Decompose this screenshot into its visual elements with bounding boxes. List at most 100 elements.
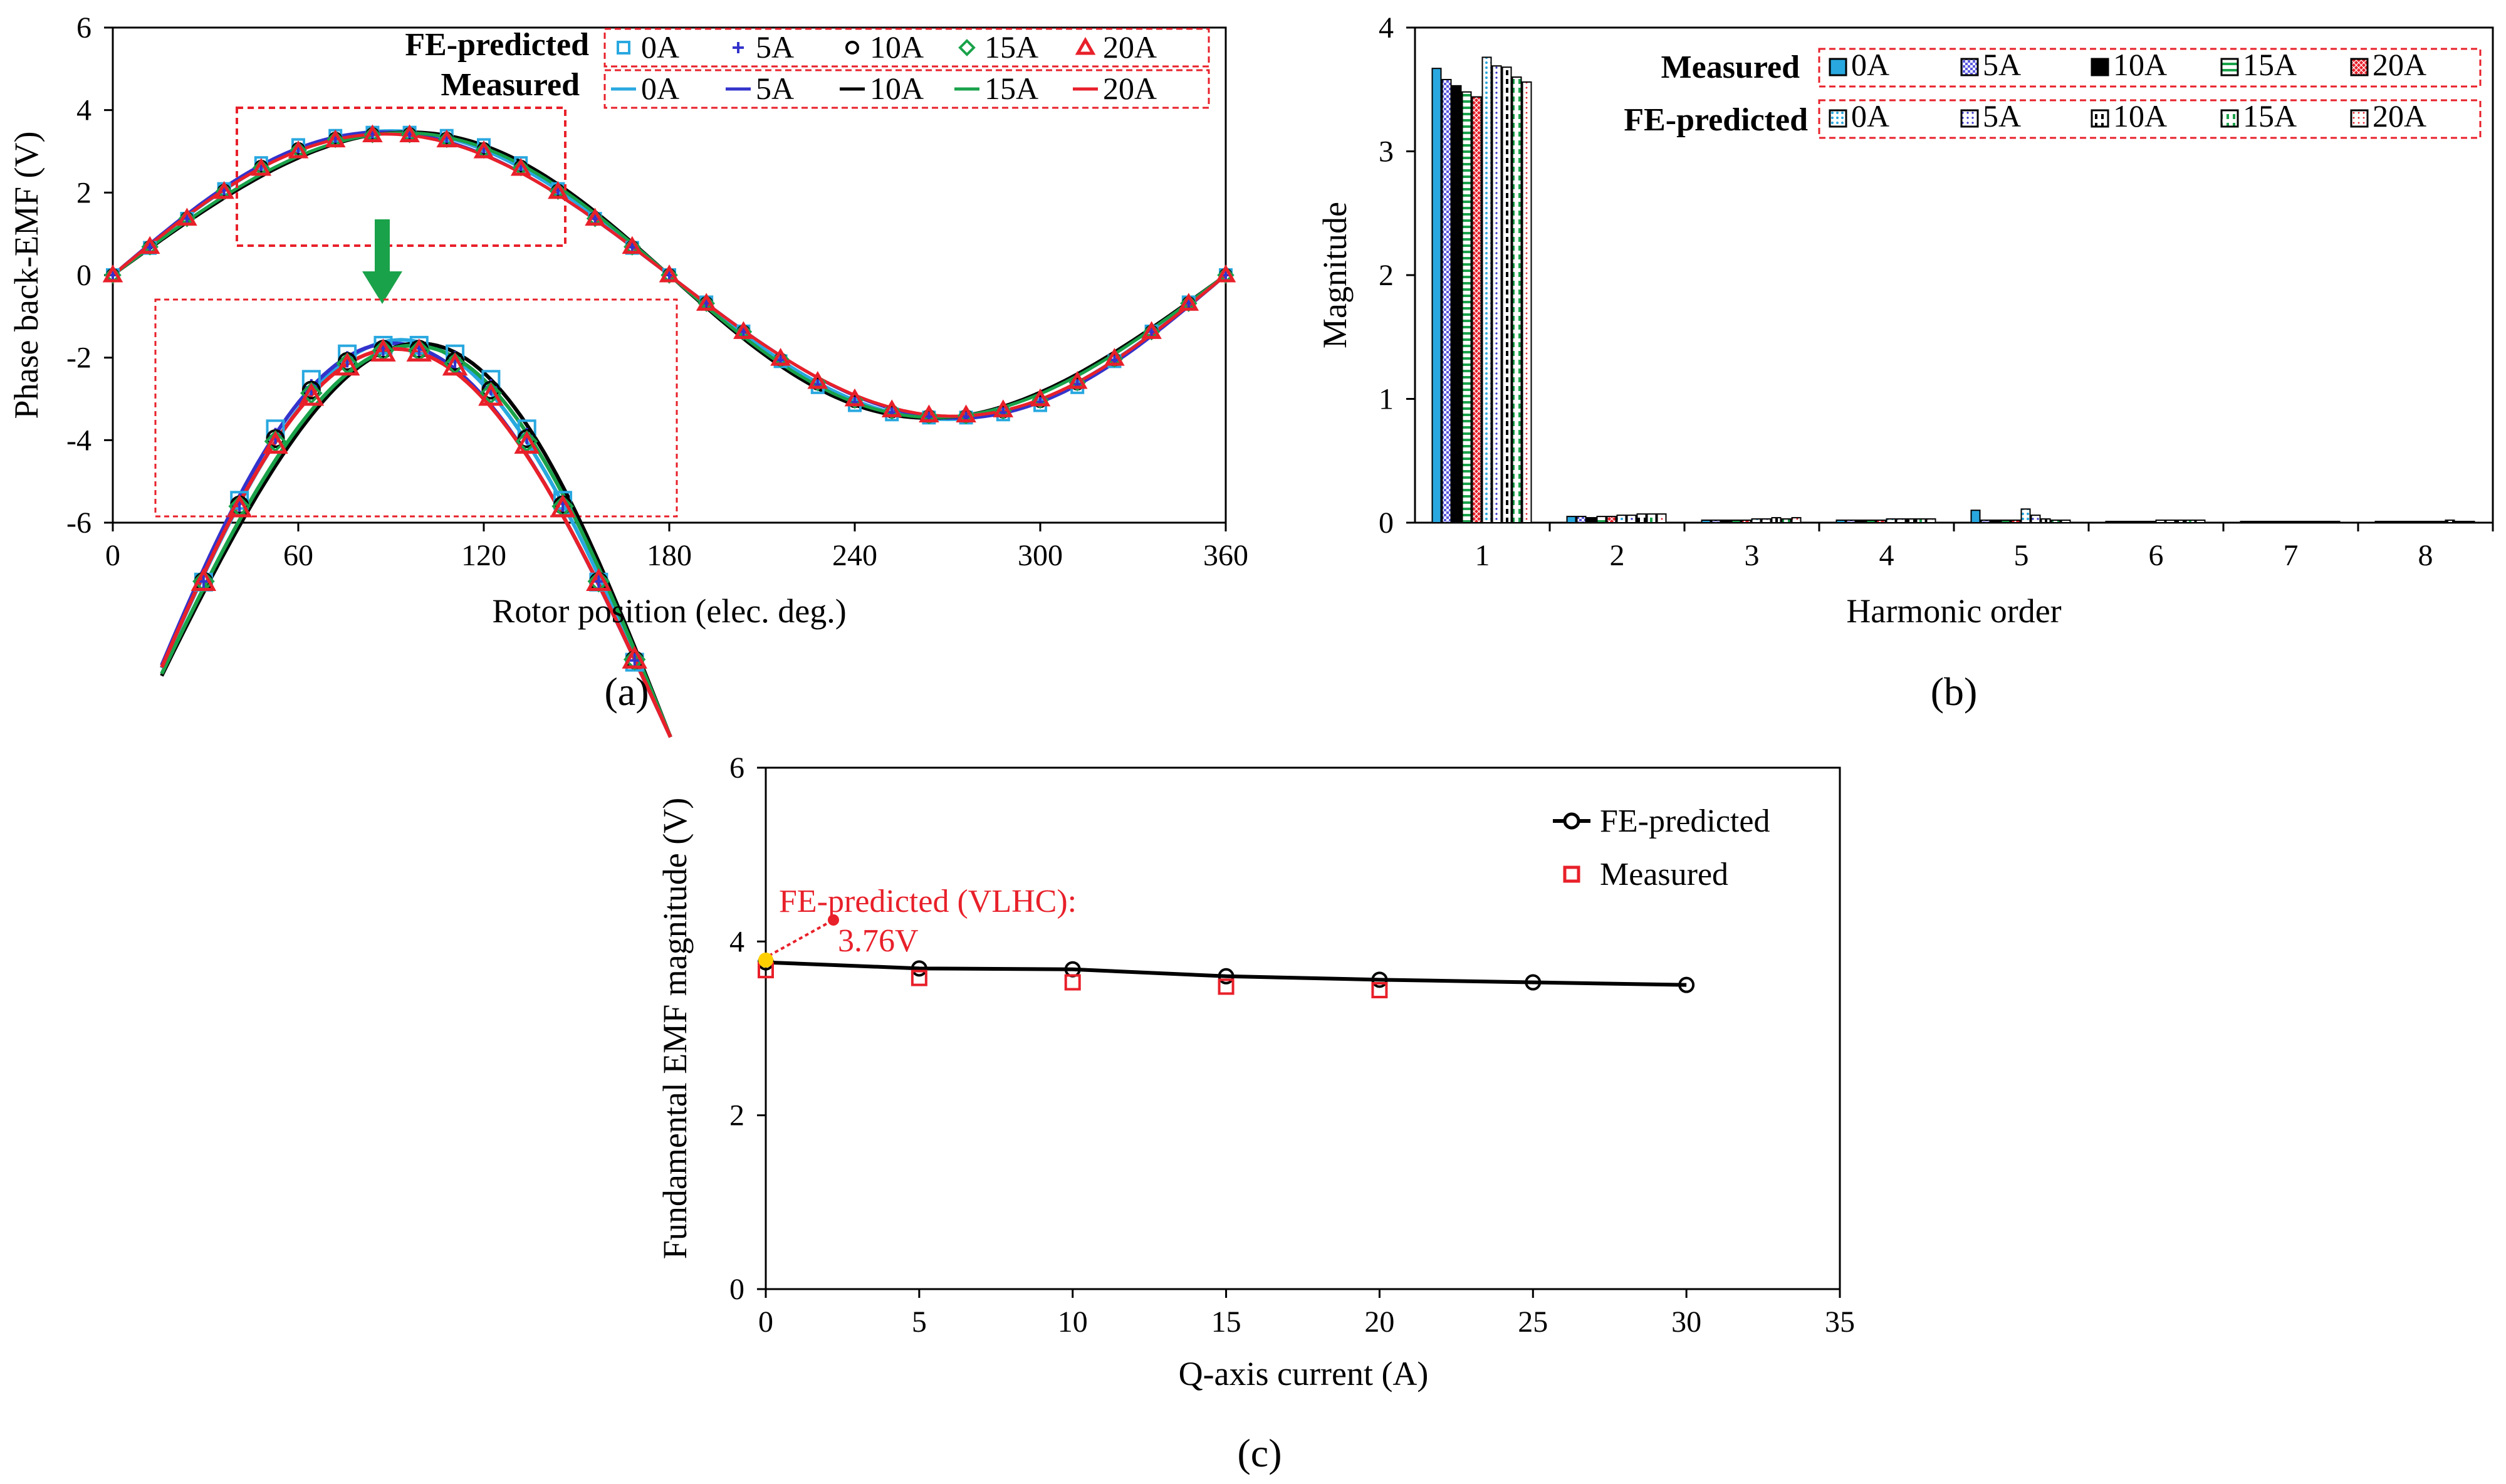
chart-a-ytick-label: -6	[66, 506, 91, 540]
chart-c-annotation-dot	[828, 914, 839, 926]
chart-b-legend-fe-title: FE-predicted	[1624, 102, 1808, 138]
chart-a-fe-point-20A	[956, 404, 976, 423]
chart-c-fe-point	[1218, 968, 1235, 985]
chart-a-inset-line-20A	[160, 347, 672, 738]
chart-c-ytick-label: 2	[729, 1099, 744, 1132]
chart-a-inset-line-5A	[160, 341, 672, 738]
chart-c-xtick-label: 30	[1671, 1305, 1701, 1339]
chart-b-legend-swatch-Measured-15A	[2220, 58, 2239, 76]
chart-a-ytick-label: 4	[76, 94, 91, 127]
chart-a-legend-measured-label-0A: 0A	[641, 71, 679, 106]
chart-b-legend-swatch-Measured-20A	[2350, 58, 2369, 76]
chart-a-inset-point-20A	[514, 431, 540, 454]
chart-a-legend-fe-marker-5A	[733, 42, 744, 53]
chart-c-plot-area	[765, 766, 1841, 1290]
chart-b-bar-FE-predicted-10A-h1	[1501, 66, 1512, 523]
chart-c-legend-measured: Measured	[1600, 857, 1728, 892]
chart-b-bar-FE-predicted-0A-h6	[2155, 520, 2166, 523]
chart-b-bar-Measured-20A-h7	[2280, 521, 2290, 524]
chart-b-bar-FE-predicted-5A-h6	[2165, 520, 2176, 523]
chart-b-xtick-label: 4	[1879, 539, 1894, 572]
chart-b-bar-Measured-10A-h8	[2394, 521, 2405, 524]
chart-a-legend-measured-title: Measured	[441, 67, 580, 103]
chart-c-xtick-label: 35	[1825, 1305, 1855, 1339]
chart-a-fe-point-20A	[993, 399, 1014, 417]
chart-b-bar-FE-predicted-10A-h7	[2310, 521, 2321, 524]
chart-b-xtick-label: 2	[1610, 539, 1625, 572]
chart-c-xtick-label: 25	[1518, 1305, 1548, 1339]
chart-b-bar-FE-predicted-0A-h2	[1616, 515, 1627, 524]
chart-b-bar-FE-predicted-15A-h1	[1511, 76, 1522, 523]
chart-a-inset-point-20A	[226, 494, 253, 518]
chart-a-inset-point-15A	[300, 382, 323, 405]
chart-a-fe-point-20A	[251, 157, 272, 176]
chart-a-legend: FE-predicted Measured 0A 5A 10A 15A 20A 0A 5A 1…	[405, 27, 1210, 109]
chart-a-xtick-label: 240	[832, 539, 877, 572]
chart-a-xtick-label: 300	[1018, 539, 1063, 572]
chart-b-bar-FE-predicted-0A-h8	[2425, 521, 2435, 524]
chart-c-fe-point	[911, 960, 927, 977]
chart-a-fe-point-20A	[1067, 370, 1088, 389]
chart-b-legend-swatch-Measured-10A	[2091, 58, 2109, 76]
chart-a-legend-fe-title: FE-predicted	[405, 27, 589, 63]
chart-b-bar-Measured-5A-h8	[2384, 521, 2395, 524]
chart-a-xtick-label: 120	[461, 539, 506, 572]
chart-b-legend-swatch-FE-predicted-5A	[1960, 109, 1979, 128]
chart-a-inset-point-20A	[550, 494, 576, 518]
chart-a-inset-point-15A	[479, 382, 503, 405]
chart-b-bar-FE-predicted-20A-h1	[1522, 81, 1532, 523]
panel-label-c: (c)	[1237, 1431, 1282, 1475]
chart-a-legend-fe-label-0A: 0A	[641, 29, 679, 65]
chart-b-bar-Measured-0A-h4	[1835, 520, 1846, 523]
chart-b-bar-FE-predicted-0A-h3	[1751, 518, 1762, 524]
chart-b-bar-Measured-10A-h4	[1856, 520, 1866, 523]
chart-a-inset-point-20A	[478, 382, 504, 406]
chart-a-fe-point-20A	[102, 264, 123, 283]
chart-a-inset-point-20A	[298, 382, 325, 406]
chart-b-bar-FE-predicted-15A-h5	[2050, 520, 2061, 523]
chart-c-annotation-highlight	[758, 953, 773, 968]
chart-b-legend-label-Measured-10A: 10A	[2113, 47, 2167, 82]
chart-b-legend-swatch-Measured-0A	[1829, 58, 1847, 76]
chart-b-bar-Measured-20A-h4	[1876, 520, 1886, 523]
chart-b-bar-Measured-10A-h7	[2260, 521, 2270, 524]
chart-b-bar-Measured-10A-h5	[1990, 520, 2001, 523]
chart-b-bar-Measured-0A-h1	[1431, 68, 1442, 524]
chart-a-fe-point-20A	[919, 404, 939, 423]
chart-a-ytick-label: 2	[76, 176, 91, 209]
chart-b-bar-Measured-15A-h7	[2270, 521, 2280, 524]
chart-a-fe-point-20A	[473, 140, 494, 159]
chart-a-fe-point-20A	[1215, 264, 1236, 283]
chart-b-legend-measured-title: Measured	[1661, 50, 1800, 85]
chart-a-inset-point-20A	[370, 338, 396, 362]
chart-a-fe-point-20A	[1178, 293, 1199, 311]
chart-b-ytick-label: 4	[1379, 11, 1394, 44]
chart-b-bar-FE-predicted-0A-h4	[1886, 518, 1896, 524]
panel-label-a: (a)	[604, 669, 649, 714]
chart-b-bar-Measured-5A-h1	[1441, 78, 1452, 523]
chart-b-bar-FE-predicted-5A-h5	[2030, 515, 2041, 524]
chart-b-bar-Measured-20A-h5	[2010, 520, 2021, 523]
chart-b-bar-FE-predicted-0A-h5	[2020, 508, 2031, 524]
chart-b-bar-Measured-0A-h3	[1701, 520, 1711, 523]
chart-a-xlabel: Rotor position (elec. deg.)	[492, 592, 846, 630]
chart-c-ytick-label: 6	[729, 751, 744, 785]
chart-c-fe-point	[1371, 971, 1388, 988]
chart-a-inset-point-20A	[263, 431, 288, 454]
chart-a-inset-point-20A	[442, 352, 468, 376]
chart-b-bar-FE-predicted-5A-h8	[2435, 521, 2445, 524]
chart-a-inset-point-15A	[623, 648, 646, 671]
chart-c-ylabel: Fundamental EMF magnitude (V)	[656, 798, 694, 1259]
chart-a-legend-fe-marker-20A	[1075, 36, 1096, 55]
chart-a-fe-point-20A	[622, 236, 643, 254]
chart-a-legend-measured-label-5A: 5A	[756, 71, 794, 106]
chart-a-inset-line-10A	[160, 341, 672, 738]
chart-a-xtick-label: 360	[1203, 539, 1248, 572]
chart-a-fe-point-20A	[659, 264, 680, 283]
chart-a-inset-line-0A	[160, 338, 672, 738]
chart-b-ytick-label: 3	[1379, 135, 1394, 169]
chart-c-fe-point	[1525, 974, 1542, 991]
chart-c-measured-point	[1218, 978, 1235, 995]
